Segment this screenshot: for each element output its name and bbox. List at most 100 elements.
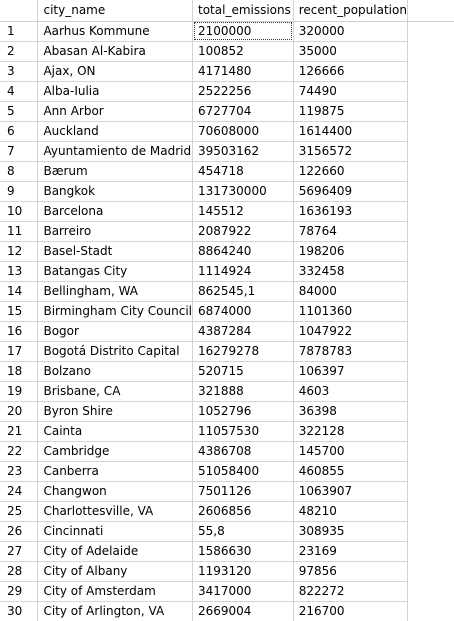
row-number-cell[interactable]: 11: [0, 221, 39, 242]
recent-population-cell[interactable]: 36398: [293, 401, 408, 422]
total-emissions-cell[interactable]: 11057530: [192, 421, 294, 442]
row-number-cell[interactable]: 28: [0, 561, 39, 582]
city-name-cell[interactable]: Ann Arbor: [37, 101, 193, 122]
recent-population-cell[interactable]: 35000: [293, 41, 408, 62]
recent-population-cell[interactable]: 1101360: [293, 301, 408, 322]
row-number-cell[interactable]: 3: [0, 61, 39, 82]
row-number-cell[interactable]: 14: [0, 281, 39, 302]
total-emissions-cell[interactable]: 1114924: [192, 261, 294, 282]
total-emissions-cell[interactable]: 321888: [192, 381, 294, 402]
row-number-cell[interactable]: 10: [0, 201, 39, 222]
recent-population-cell[interactable]: 216700: [293, 601, 408, 621]
total-emissions-cell[interactable]: 1586630: [192, 541, 294, 562]
recent-population-cell[interactable]: 198206: [293, 241, 408, 262]
city-name-cell[interactable]: Bogor: [37, 321, 193, 342]
row-number-cell[interactable]: 26: [0, 521, 39, 542]
city-name-cell[interactable]: Cainta: [37, 421, 193, 442]
recent-population-cell[interactable]: 460855: [293, 461, 408, 482]
city-name-cell[interactable]: Basel-Stadt: [37, 241, 193, 262]
city-name-cell[interactable]: Brisbane, CA: [37, 381, 193, 402]
total-emissions-cell[interactable]: 6874000: [192, 301, 294, 322]
total-emissions-cell[interactable]: 2522256: [192, 81, 294, 102]
total-emissions-cell[interactable]: 2669004: [192, 601, 294, 621]
total-emissions-cell[interactable]: 131730000: [192, 181, 294, 202]
table-row[interactable]: 16 Bogor 4387284 1047922: [0, 321, 454, 342]
row-number-cell[interactable]: 9: [0, 181, 39, 202]
table-row[interactable]: 4 Alba-Iulia 2522256 74490: [0, 81, 454, 102]
total-emissions-cell[interactable]: 454718: [192, 161, 294, 182]
row-number-cell[interactable]: 13: [0, 261, 39, 282]
city-name-cell[interactable]: Ajax, ON: [37, 61, 193, 82]
total-emissions-cell[interactable]: 145512: [192, 201, 294, 222]
recent-population-cell[interactable]: 1047922: [293, 321, 408, 342]
recent-population-cell[interactable]: 7878783: [293, 341, 408, 362]
row-number-cell[interactable]: 25: [0, 501, 39, 522]
column-header-total-emissions[interactable]: total_emissions: [192, 0, 294, 22]
total-emissions-cell[interactable]: 2606856: [192, 501, 294, 522]
city-name-cell[interactable]: Batangas City: [37, 261, 193, 282]
table-row[interactable]: 1 Aarhus Kommune 2100000 320000: [0, 21, 454, 42]
recent-population-cell[interactable]: 78764: [293, 221, 408, 242]
table-row[interactable]: 21 Cainta 11057530 322128: [0, 421, 454, 442]
row-number-cell[interactable]: 5: [0, 101, 39, 122]
corner-header-cell[interactable]: [0, 0, 39, 22]
table-row[interactable]: 9 Bangkok 131730000 5696409: [0, 181, 454, 202]
total-emissions-cell[interactable]: 3417000: [192, 581, 294, 602]
total-emissions-cell[interactable]: 2100000: [192, 21, 294, 42]
row-number-cell[interactable]: 16: [0, 321, 39, 342]
recent-population-cell[interactable]: 122660: [293, 161, 408, 182]
city-name-cell[interactable]: City of Amsterdam: [37, 581, 193, 602]
table-row[interactable]: 30 City of Arlington, VA 2669004 216700: [0, 601, 454, 621]
total-emissions-cell[interactable]: 2087922: [192, 221, 294, 242]
total-emissions-cell[interactable]: 4386708: [192, 441, 294, 462]
total-emissions-cell[interactable]: 39503162: [192, 141, 294, 162]
city-name-cell[interactable]: City of Albany: [37, 561, 193, 582]
table-row[interactable]: 3 Ajax, ON 4171480 126666: [0, 61, 454, 82]
table-row[interactable]: 7 Ayuntamiento de Madrid 39503162 3156572: [0, 141, 454, 162]
recent-population-cell[interactable]: 322128: [293, 421, 408, 442]
table-row[interactable]: 23 Canberra 51058400 460855: [0, 461, 454, 482]
city-name-cell[interactable]: Birmingham City Council: [37, 301, 193, 322]
row-number-cell[interactable]: 21: [0, 421, 39, 442]
total-emissions-cell[interactable]: 862545,1: [192, 281, 294, 302]
table-row[interactable]: 8 Bærum 454718 122660: [0, 161, 454, 182]
table-row[interactable]: 2 Abasan Al-Kabira 100852 35000: [0, 41, 454, 62]
city-name-cell[interactable]: Alba-Iulia: [37, 81, 193, 102]
row-number-cell[interactable]: 19: [0, 381, 39, 402]
table-row[interactable]: 10 Barcelona 145512 1636193: [0, 201, 454, 222]
city-name-cell[interactable]: Bangkok: [37, 181, 193, 202]
column-header-city-name[interactable]: city_name: [37, 0, 193, 22]
recent-population-cell[interactable]: 84000: [293, 281, 408, 302]
recent-population-cell[interactable]: 320000: [293, 21, 408, 42]
total-emissions-cell[interactable]: 16279278: [192, 341, 294, 362]
city-name-cell[interactable]: Bellingham, WA: [37, 281, 193, 302]
recent-population-cell[interactable]: 48210: [293, 501, 408, 522]
recent-population-cell[interactable]: 5696409: [293, 181, 408, 202]
row-number-cell[interactable]: 23: [0, 461, 39, 482]
table-row[interactable]: 5 Ann Arbor 6727704 119875: [0, 101, 454, 122]
row-number-cell[interactable]: 17: [0, 341, 39, 362]
city-name-cell[interactable]: Barreiro: [37, 221, 193, 242]
city-name-cell[interactable]: Barcelona: [37, 201, 193, 222]
city-name-cell[interactable]: City of Arlington, VA: [37, 601, 193, 621]
row-number-cell[interactable]: 29: [0, 581, 39, 602]
row-number-cell[interactable]: 18: [0, 361, 39, 382]
row-number-cell[interactable]: 1: [0, 21, 39, 42]
city-name-cell[interactable]: Charlottesville, VA: [37, 501, 193, 522]
total-emissions-cell[interactable]: 1052796: [192, 401, 294, 422]
city-name-cell[interactable]: Ayuntamiento de Madrid: [37, 141, 193, 162]
recent-population-cell[interactable]: 332458: [293, 261, 408, 282]
recent-population-cell[interactable]: 126666: [293, 61, 408, 82]
row-number-cell[interactable]: 8: [0, 161, 39, 182]
city-name-cell[interactable]: City of Adelaide: [37, 541, 193, 562]
total-emissions-cell[interactable]: 55,8: [192, 521, 294, 542]
total-emissions-cell[interactable]: 520715: [192, 361, 294, 382]
table-row[interactable]: 20 Byron Shire 1052796 36398: [0, 401, 454, 422]
table-row[interactable]: 25 Charlottesville, VA 2606856 48210: [0, 501, 454, 522]
city-name-cell[interactable]: Canberra: [37, 461, 193, 482]
total-emissions-cell[interactable]: 8864240: [192, 241, 294, 262]
table-row[interactable]: 29 City of Amsterdam 3417000 822272: [0, 581, 454, 602]
city-name-cell[interactable]: Changwon: [37, 481, 193, 502]
recent-population-cell[interactable]: 1614400: [293, 121, 408, 142]
